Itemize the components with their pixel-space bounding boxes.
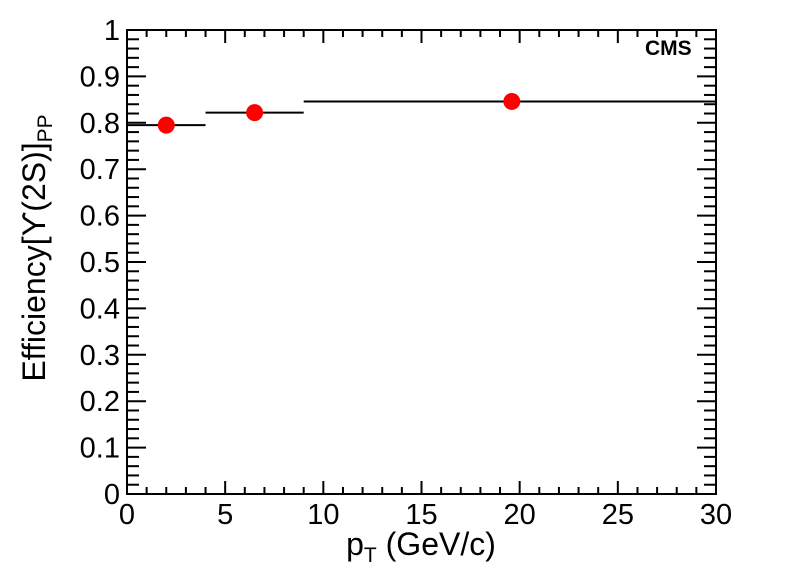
y-tick-label: 0	[104, 479, 120, 511]
x-axis-title-subscript: T	[363, 544, 377, 567]
y-tick-label: 1	[104, 15, 120, 47]
y-axis-title-main: Efficiency[ϒ(2S)]	[16, 142, 52, 382]
y-tick-label: 0.5	[80, 247, 120, 279]
x-axis-title-units: (GeV/c)	[376, 526, 496, 562]
x-tick-label: 15	[405, 499, 437, 531]
x-tick-label: 10	[307, 499, 339, 531]
y-tick-label: 0.7	[80, 154, 120, 186]
x-axis-title-main: p	[346, 526, 364, 562]
data-point-marker	[503, 92, 521, 110]
x-tick-label: 5	[217, 499, 233, 531]
x-tick-label: 30	[700, 499, 732, 531]
data-point-marker	[246, 104, 264, 122]
y-tick-label: 0.3	[80, 340, 120, 372]
x-tick-label: 0	[119, 499, 135, 531]
y-tick-label: 0.1	[80, 433, 120, 465]
x-tick-label: 25	[602, 499, 634, 531]
experiment-label: CMS	[645, 37, 692, 60]
y-tick-label: 0.8	[80, 108, 120, 140]
x-tick-label: 20	[504, 499, 536, 531]
y-tick-label: 0.6	[80, 201, 120, 233]
y-axis-title-subscript: PP	[34, 114, 57, 143]
x-axis-title: pT (GeV/c)	[346, 526, 496, 568]
plot-frame	[126, 29, 717, 495]
data-point-marker	[157, 116, 175, 134]
y-tick-label: 0.2	[80, 386, 120, 418]
y-tick-label: 0.4	[80, 293, 120, 325]
y-axis-title: Efficiency[ϒ(2S)]PP	[16, 114, 58, 381]
y-tick-label: 0.9	[80, 61, 120, 93]
